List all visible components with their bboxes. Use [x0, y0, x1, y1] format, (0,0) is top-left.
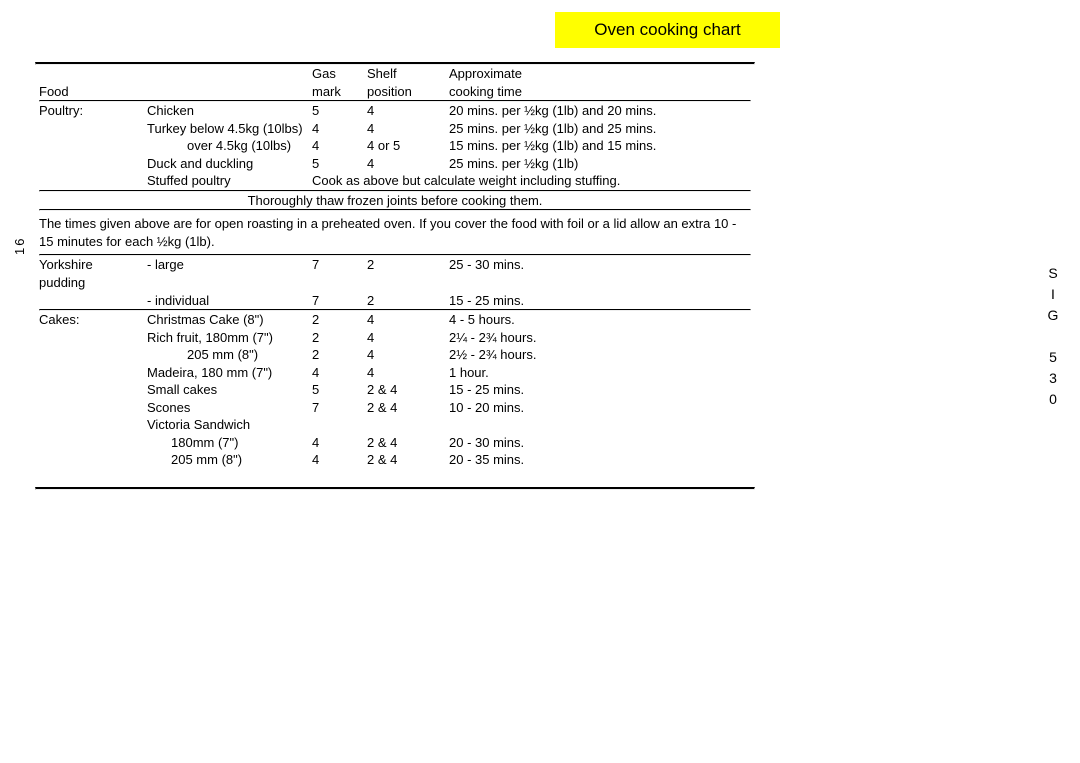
- time-value: 15 mins. per ½kg (1lb) and 15 mins.: [445, 137, 755, 155]
- table-row: 205 mm (8") 2 4 2½ - 2¾ hours.: [35, 346, 755, 364]
- table-row: over 4.5kg (10lbs) 4 4 or 5 15 mins. per…: [35, 137, 755, 155]
- chart-content: Gas Shelf Approximate Food mark position…: [35, 62, 755, 490]
- table-row: Scones 7 2 & 4 10 - 20 mins.: [35, 399, 755, 417]
- shelf-value: 2 & 4: [363, 381, 445, 399]
- shelf-value: 4: [363, 346, 445, 364]
- item-label: 205 mm (8"): [143, 451, 308, 469]
- gas-value: 7: [308, 399, 363, 417]
- table-header-row2: Food mark position cooking time: [35, 83, 755, 101]
- time-value: 2½ - 2¾ hours.: [445, 346, 755, 364]
- cooking-table: Gas Shelf Approximate Food mark position…: [35, 65, 755, 469]
- gas-value: 4: [308, 120, 363, 138]
- foil-note: The times given above are for open roast…: [35, 211, 755, 254]
- model-label: SIG 530: [1045, 265, 1061, 412]
- shelf-value: 2 & 4: [363, 399, 445, 417]
- time-value: 25 mins. per ½kg (1lb) and 25 mins.: [445, 120, 755, 138]
- table-row: Poultry: Chicken 5 4 20 mins. per ½kg (1…: [35, 102, 755, 120]
- time-value: 20 mins. per ½kg (1lb) and 20 mins.: [445, 102, 755, 120]
- gas-value: 4: [308, 137, 363, 155]
- group-label: Cakes:: [35, 311, 143, 329]
- item-label: over 4.5kg (10lbs): [143, 137, 308, 155]
- header-gas2: mark: [308, 83, 363, 101]
- page-title: Oven cooking chart: [594, 20, 740, 40]
- item-label: Stuffed poultry: [143, 172, 308, 190]
- note-row: Thoroughly thaw frozen joints before coo…: [35, 192, 755, 210]
- table-row: Madeira, 180 mm (7") 4 4 1 hour.: [35, 364, 755, 382]
- time-value: 20 - 30 mins.: [445, 434, 755, 452]
- gas-value: 7: [308, 292, 363, 310]
- shelf-value: 2: [363, 292, 445, 310]
- time-value: 15 - 25 mins.: [445, 381, 755, 399]
- shelf-value: 4: [363, 311, 445, 329]
- header-shelf: Shelf: [363, 65, 445, 83]
- gas-value: 5: [308, 102, 363, 120]
- item-label: Small cakes: [143, 381, 308, 399]
- gas-value: 5: [308, 155, 363, 173]
- gas-value: 2: [308, 346, 363, 364]
- shelf-value: 2 & 4: [363, 451, 445, 469]
- table-row: - individual 7 2 15 - 25 mins.: [35, 292, 755, 310]
- gas-value: 2: [308, 311, 363, 329]
- shelf-value: 4: [363, 155, 445, 173]
- table-row: 205 mm (8") 4 2 & 4 20 - 35 mins.: [35, 451, 755, 469]
- shelf-value: 4: [363, 120, 445, 138]
- time-value: 15 - 25 mins.: [445, 292, 755, 310]
- item-label: Duck and duckling: [143, 155, 308, 173]
- item-label: Scones: [143, 399, 308, 417]
- table-row: 180mm (7") 4 2 & 4 20 - 30 mins.: [35, 434, 755, 452]
- time-value: 10 - 20 mins.: [445, 399, 755, 417]
- table-row: Cakes: Christmas Cake (8") 2 4 4 - 5 hou…: [35, 311, 755, 329]
- gas-value: 2: [308, 329, 363, 347]
- item-label: Madeira, 180 mm (7"): [143, 364, 308, 382]
- header-shelf2: position: [363, 83, 445, 101]
- item-label: Turkey below 4.5kg (10lbs): [143, 120, 308, 138]
- time-value: 4 - 5 hours.: [445, 311, 755, 329]
- shelf-value: 4: [363, 329, 445, 347]
- table-row: Stuffed poultry Cook as above but calcul…: [35, 172, 755, 190]
- time-value: 1 hour.: [445, 364, 755, 382]
- item-label: Chicken: [143, 102, 308, 120]
- table-row: Yorkshire pudding - large 7 2 25 - 30 mi…: [35, 256, 755, 291]
- gas-value: 4: [308, 451, 363, 469]
- item-note: Cook as above but calculate weight inclu…: [308, 172, 755, 190]
- group-label: Yorkshire pudding: [35, 256, 143, 291]
- page-number: 16: [12, 237, 27, 255]
- item-label: 205 mm (8"): [143, 346, 308, 364]
- item-label: - individual: [143, 292, 308, 310]
- bottom-rule: [35, 487, 755, 490]
- time-value: 25 mins. per ½kg (1lb): [445, 155, 755, 173]
- header-food: Food: [35, 83, 143, 101]
- gas-value: 4: [308, 434, 363, 452]
- table-row: Turkey below 4.5kg (10lbs) 4 4 25 mins. …: [35, 120, 755, 138]
- gas-value: 4: [308, 364, 363, 382]
- gas-value: 7: [308, 256, 363, 291]
- shelf-value: 4: [363, 102, 445, 120]
- shelf-value: 4 or 5: [363, 137, 445, 155]
- time-value: 25 - 30 mins.: [445, 256, 755, 291]
- table-header-row: Gas Shelf Approximate: [35, 65, 755, 83]
- item-label: Christmas Cake (8"): [143, 311, 308, 329]
- time-value: 2¼ - 2¾ hours.: [445, 329, 755, 347]
- table-row: Duck and duckling 5 4 25 mins. per ½kg (…: [35, 155, 755, 173]
- item-label: 180mm (7"): [143, 434, 308, 452]
- page-title-band: Oven cooking chart: [555, 12, 780, 48]
- time-value: 20 - 35 mins.: [445, 451, 755, 469]
- gas-value: 5: [308, 381, 363, 399]
- note-row: The times given above are for open roast…: [35, 211, 755, 254]
- thaw-note: Thoroughly thaw frozen joints before coo…: [35, 192, 755, 210]
- item-label: Victoria Sandwich: [143, 416, 308, 434]
- header-time: Approximate: [445, 65, 755, 83]
- shelf-value: 4: [363, 364, 445, 382]
- header-time2: cooking time: [445, 83, 755, 101]
- shelf-value: 2: [363, 256, 445, 291]
- group-label: Poultry:: [35, 102, 143, 120]
- header-gas: Gas: [308, 65, 363, 83]
- table-row: Small cakes 5 2 & 4 15 - 25 mins.: [35, 381, 755, 399]
- shelf-value: 2 & 4: [363, 434, 445, 452]
- item-label: - large: [143, 256, 308, 291]
- table-row: Victoria Sandwich: [35, 416, 755, 434]
- item-label: Rich fruit, 180mm (7"): [143, 329, 308, 347]
- table-row: Rich fruit, 180mm (7") 2 4 2¼ - 2¾ hours…: [35, 329, 755, 347]
